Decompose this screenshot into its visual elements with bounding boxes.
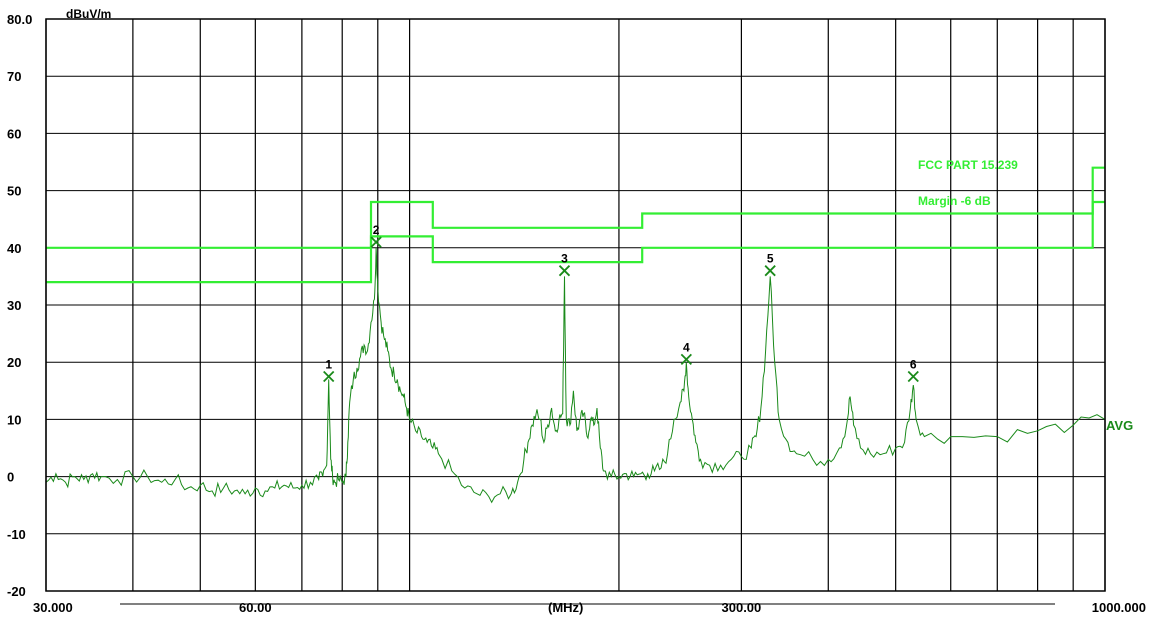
marker-x-icon (370, 236, 382, 248)
marker-3: 3 (558, 252, 571, 277)
x-tick-label: 1000.000 (1092, 600, 1146, 615)
y-tick-label: 40 (7, 241, 21, 256)
marker-5: 5 (764, 252, 776, 277)
y-tick-label: 80.0 (7, 12, 32, 27)
y-tick-label: 10 (7, 412, 21, 427)
marker-label: 1 (325, 358, 332, 372)
marker-x-icon (907, 370, 919, 383)
marker-x-icon (323, 370, 335, 383)
marker-label: 4 (683, 340, 690, 354)
marker-label: 6 (910, 358, 917, 372)
legend-limit-label: FCC PART 15.239 (918, 158, 1018, 172)
y-unit-label: dBuV/m (66, 7, 111, 21)
y-tick-label: 60 (7, 126, 21, 141)
marker-x-icon (680, 353, 692, 365)
marker-x-icon (764, 265, 776, 277)
limit-line-margin (46, 200, 1105, 284)
marker-1: 1 (323, 358, 335, 383)
axis-ticks: 80.0 70 60 50 40 30 20 10 0 -10 -20 30.000 60.00 300.… (7, 12, 1146, 615)
limit-lines (46, 166, 1105, 284)
marker-label: 3 (561, 252, 568, 266)
y-tick-label: -10 (7, 527, 26, 542)
y-tick-label: 0 (7, 470, 14, 485)
markers: 1 2 3 4 5 6 (323, 223, 919, 383)
y-tick-label: 70 (7, 69, 21, 84)
marker-4: 4 (680, 340, 692, 365)
marker-label: 2 (373, 223, 380, 237)
trace-group (45, 247, 1106, 504)
grid (45, 19, 1106, 605)
marker-x-icon (558, 265, 571, 277)
marker-6: 6 (907, 358, 919, 383)
x-tick-label: 300.00 (722, 600, 762, 615)
legend-margin-label: Margin -6 dB (918, 194, 991, 208)
trace-avg (45, 247, 1106, 504)
y-tick-label: 30 (7, 298, 21, 313)
marker-label: 5 (767, 252, 774, 266)
y-tick-label: 50 (7, 184, 21, 199)
plot-frame (45, 18, 1106, 592)
marker-2: 2 (370, 223, 382, 248)
x-unit-label: (MHz) (548, 600, 583, 615)
limit-line-fcc (46, 166, 1105, 249)
y-tick-label: 20 (7, 355, 21, 370)
x-tick-label: 60.00 (239, 600, 272, 615)
y-tick-label: -20 (7, 584, 26, 599)
x-tick-label: 30.000 (33, 600, 73, 615)
trace-name-label: AVG (1106, 418, 1133, 433)
